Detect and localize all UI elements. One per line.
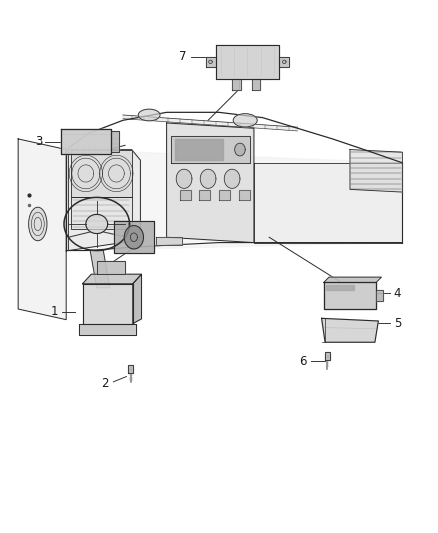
Polygon shape — [376, 290, 383, 301]
Bar — [180, 190, 191, 200]
Text: 5: 5 — [394, 317, 401, 330]
Polygon shape — [71, 197, 132, 229]
Text: 7: 7 — [179, 50, 186, 63]
Polygon shape — [114, 221, 153, 253]
Polygon shape — [68, 150, 141, 251]
Text: 1: 1 — [51, 305, 58, 318]
Polygon shape — [206, 56, 216, 67]
Polygon shape — [124, 225, 144, 249]
Bar — [219, 190, 230, 200]
Polygon shape — [66, 150, 403, 251]
Ellipse shape — [138, 109, 160, 121]
Polygon shape — [324, 282, 376, 309]
Polygon shape — [254, 163, 403, 243]
Polygon shape — [18, 139, 66, 320]
Polygon shape — [82, 274, 141, 284]
Text: 2: 2 — [102, 377, 109, 390]
Polygon shape — [176, 169, 192, 188]
Polygon shape — [97, 261, 125, 274]
Bar — [325, 352, 330, 360]
Text: 3: 3 — [35, 135, 42, 148]
Polygon shape — [111, 132, 119, 152]
Ellipse shape — [233, 114, 257, 127]
Bar — [199, 190, 210, 200]
Polygon shape — [90, 251, 110, 288]
Polygon shape — [279, 56, 289, 67]
Polygon shape — [123, 115, 297, 131]
Text: 4: 4 — [394, 287, 401, 300]
Polygon shape — [321, 318, 378, 342]
Bar — [239, 190, 250, 200]
Polygon shape — [171, 136, 250, 163]
Polygon shape — [232, 79, 241, 90]
Polygon shape — [252, 79, 261, 90]
Polygon shape — [79, 324, 136, 335]
Polygon shape — [200, 169, 216, 188]
Polygon shape — [235, 143, 245, 156]
Polygon shape — [155, 237, 182, 245]
Text: 6: 6 — [299, 354, 306, 368]
Polygon shape — [216, 45, 279, 79]
Polygon shape — [350, 150, 403, 192]
Polygon shape — [224, 169, 240, 188]
Polygon shape — [324, 277, 381, 282]
Polygon shape — [175, 139, 223, 160]
Polygon shape — [61, 129, 111, 155]
Polygon shape — [82, 284, 133, 324]
Polygon shape — [326, 285, 354, 290]
Polygon shape — [133, 274, 141, 324]
Polygon shape — [86, 214, 108, 233]
Ellipse shape — [28, 207, 47, 241]
Bar — [128, 365, 134, 373]
Polygon shape — [166, 123, 254, 243]
Polygon shape — [71, 150, 132, 197]
